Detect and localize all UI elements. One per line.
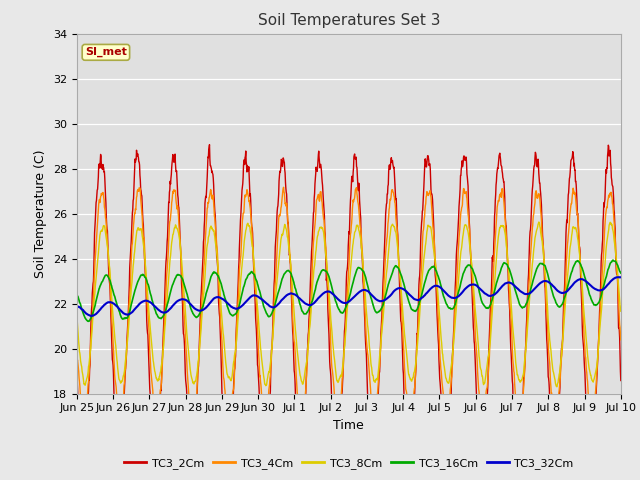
TC3_8Cm	[433, 281, 441, 287]
TC3_8Cm	[553, 384, 561, 390]
Line: TC3_32Cm: TC3_32Cm	[77, 277, 621, 316]
TC3_32Cm	[255, 295, 263, 300]
TC3_16Cm	[617, 270, 625, 276]
TC3_8Cm	[617, 308, 625, 314]
TC3_4Cm	[255, 357, 263, 362]
TC3_32Cm	[617, 275, 625, 280]
TC3_2Cm	[553, 438, 561, 444]
TC3_16Cm	[73, 294, 81, 300]
TC3_2Cm	[205, 142, 213, 147]
TC3_4Cm	[505, 280, 513, 286]
TC3_8Cm	[255, 320, 262, 326]
TC3_4Cm	[181, 325, 189, 331]
Line: TC3_4Cm: TC3_4Cm	[77, 187, 621, 424]
Line: TC3_8Cm: TC3_8Cm	[77, 222, 621, 387]
TC3_2Cm	[505, 291, 513, 297]
TC3_2Cm	[194, 371, 202, 377]
TC3_4Cm	[434, 307, 442, 313]
TC3_4Cm	[195, 363, 202, 369]
TC3_2Cm	[434, 329, 442, 335]
TC3_8Cm	[180, 296, 188, 301]
TC3_8Cm	[553, 384, 561, 389]
TC3_8Cm	[73, 317, 81, 323]
TC3_8Cm	[504, 264, 512, 270]
TC3_32Cm	[73, 303, 81, 309]
TC3_16Cm	[195, 313, 202, 319]
TC3_2Cm	[255, 385, 263, 391]
TC3_4Cm	[73, 360, 81, 365]
TC3_4Cm	[280, 184, 287, 190]
TC3_32Cm	[195, 307, 202, 313]
Line: TC3_2Cm: TC3_2Cm	[77, 144, 621, 458]
TC3_4Cm	[117, 421, 125, 427]
TC3_32Cm	[88, 313, 96, 319]
TC3_2Cm	[73, 365, 81, 371]
Title: Soil Temperatures Set 3: Soil Temperatures Set 3	[257, 13, 440, 28]
TC3_8Cm	[535, 219, 543, 225]
TC3_32Cm	[553, 287, 561, 292]
TC3_32Cm	[434, 283, 442, 289]
TC3_4Cm	[553, 405, 561, 410]
TC3_16Cm	[85, 318, 93, 324]
TC3_16Cm	[434, 272, 442, 277]
TC3_16Cm	[181, 284, 189, 290]
TC3_16Cm	[553, 301, 561, 307]
TC3_16Cm	[609, 257, 617, 263]
TC3_32Cm	[505, 279, 513, 285]
Line: TC3_16Cm: TC3_16Cm	[77, 260, 621, 321]
TC3_32Cm	[614, 274, 621, 280]
TC3_2Cm	[180, 343, 188, 349]
TC3_8Cm	[194, 363, 202, 369]
TC3_2Cm	[332, 456, 340, 461]
X-axis label: Time: Time	[333, 419, 364, 432]
Text: SI_met: SI_met	[85, 47, 127, 58]
Legend: TC3_2Cm, TC3_4Cm, TC3_8Cm, TC3_16Cm, TC3_32Cm: TC3_2Cm, TC3_4Cm, TC3_8Cm, TC3_16Cm, TC3…	[120, 453, 578, 473]
TC3_4Cm	[617, 337, 625, 343]
TC3_32Cm	[181, 297, 189, 302]
Y-axis label: Soil Temperature (C): Soil Temperature (C)	[35, 149, 47, 278]
TC3_16Cm	[255, 287, 263, 292]
TC3_2Cm	[617, 378, 625, 384]
TC3_16Cm	[505, 265, 513, 271]
